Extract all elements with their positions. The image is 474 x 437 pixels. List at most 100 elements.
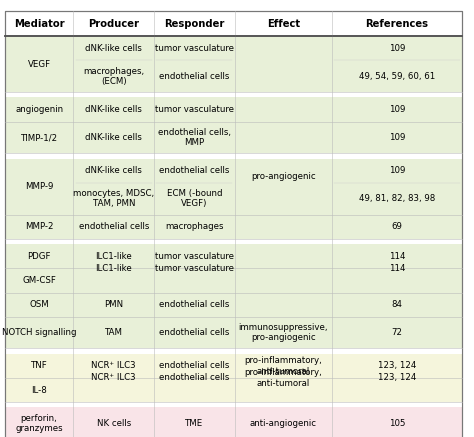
Text: endothelial cells,
MMP: endothelial cells, MMP <box>158 128 231 147</box>
Bar <box>5 378 73 402</box>
Bar <box>154 97 235 121</box>
Text: NK cells: NK cells <box>97 419 131 428</box>
Text: endothelial cells: endothelial cells <box>159 72 229 81</box>
Text: 105: 105 <box>389 419 405 428</box>
Bar <box>154 317 235 348</box>
Bar <box>332 354 462 402</box>
Text: 109: 109 <box>389 133 405 142</box>
Bar <box>154 215 235 239</box>
Bar <box>332 36 462 92</box>
Bar <box>235 378 332 402</box>
Bar <box>235 268 332 292</box>
Bar <box>154 268 235 292</box>
Text: 49, 81, 82, 83, 98: 49, 81, 82, 83, 98 <box>359 194 435 203</box>
Text: 72: 72 <box>392 328 402 337</box>
Bar <box>235 354 332 378</box>
Text: TME: TME <box>185 419 203 428</box>
Text: 114: 114 <box>389 252 405 261</box>
Bar <box>73 215 154 239</box>
Text: angiogenin: angiogenin <box>15 105 63 114</box>
Bar <box>73 244 154 292</box>
Bar <box>154 354 235 378</box>
Text: Mediator: Mediator <box>14 19 64 28</box>
Bar <box>332 215 462 239</box>
Bar <box>235 292 332 317</box>
Text: PMN: PMN <box>104 300 123 309</box>
Bar <box>332 378 462 402</box>
Text: 109: 109 <box>389 166 405 175</box>
Bar <box>332 244 462 292</box>
Bar <box>5 268 73 292</box>
Bar <box>73 354 154 402</box>
Bar <box>5 121 73 153</box>
Bar <box>235 317 332 348</box>
Text: 84: 84 <box>392 300 402 309</box>
Text: Responder: Responder <box>164 19 225 28</box>
Text: tumor vasculature: tumor vasculature <box>155 252 234 261</box>
Text: endothelial cells: endothelial cells <box>159 328 229 337</box>
Bar <box>73 36 154 92</box>
Text: OSM: OSM <box>29 300 49 309</box>
Bar <box>5 239 462 244</box>
Bar <box>235 407 332 437</box>
Text: ECM (-bound
VEGF): ECM (-bound VEGF) <box>166 189 222 208</box>
Bar <box>154 244 235 292</box>
Bar <box>332 317 462 348</box>
Text: 69: 69 <box>392 222 402 231</box>
Text: tumor vasculature: tumor vasculature <box>155 264 234 273</box>
Text: anti-angiogenic: anti-angiogenic <box>250 419 317 428</box>
Bar <box>73 159 154 215</box>
Bar <box>235 244 332 268</box>
Bar <box>5 348 462 354</box>
Text: ILC1-like: ILC1-like <box>95 264 132 273</box>
Bar <box>73 317 154 348</box>
Bar <box>73 97 154 121</box>
Bar <box>332 159 462 215</box>
Bar <box>5 407 73 437</box>
Bar <box>73 407 154 437</box>
Text: MMP-9: MMP-9 <box>25 182 53 191</box>
Text: monocytes, MDSC,
TAM, PMN: monocytes, MDSC, TAM, PMN <box>73 189 155 208</box>
Text: tumor vasculature: tumor vasculature <box>155 44 234 53</box>
Bar <box>73 268 154 292</box>
Bar <box>5 153 462 159</box>
Bar <box>332 244 462 268</box>
Text: PDGF: PDGF <box>27 252 51 261</box>
Bar <box>5 402 462 407</box>
Text: endothelial cells: endothelial cells <box>159 166 229 175</box>
Bar <box>73 378 154 402</box>
Text: 109: 109 <box>389 105 405 114</box>
Bar <box>5 317 73 348</box>
Text: 114: 114 <box>389 264 405 273</box>
Text: Producer: Producer <box>88 19 139 28</box>
Bar <box>235 97 332 121</box>
Text: ILC1-like: ILC1-like <box>95 252 132 261</box>
Bar <box>5 292 73 317</box>
Text: pro-inflammatory,
anti-tumoral: pro-inflammatory, anti-tumoral <box>244 368 322 388</box>
Bar <box>73 292 154 317</box>
Text: macrophages: macrophages <box>165 222 224 231</box>
Bar <box>235 121 332 153</box>
Bar <box>154 159 235 215</box>
Text: GM-CSF: GM-CSF <box>22 276 56 285</box>
Bar <box>235 36 332 92</box>
Bar <box>5 354 73 378</box>
Bar <box>73 244 154 268</box>
Bar <box>332 121 462 153</box>
Text: NOTCH signalling: NOTCH signalling <box>2 328 76 337</box>
Bar <box>5 215 73 239</box>
Text: dNK-like cells: dNK-like cells <box>85 133 142 142</box>
Bar <box>235 159 332 215</box>
Bar <box>332 407 462 437</box>
Bar <box>73 121 154 153</box>
Bar <box>235 215 332 239</box>
Text: VEGF: VEGF <box>27 60 51 69</box>
Bar <box>73 354 154 378</box>
Text: Effect: Effect <box>267 19 300 28</box>
Bar <box>5 36 73 92</box>
Text: endothelial cells: endothelial cells <box>159 300 229 309</box>
Text: IL-8: IL-8 <box>31 385 47 395</box>
Text: endothelial cells: endothelial cells <box>159 361 229 371</box>
Bar <box>5 97 73 121</box>
Bar <box>154 36 235 92</box>
